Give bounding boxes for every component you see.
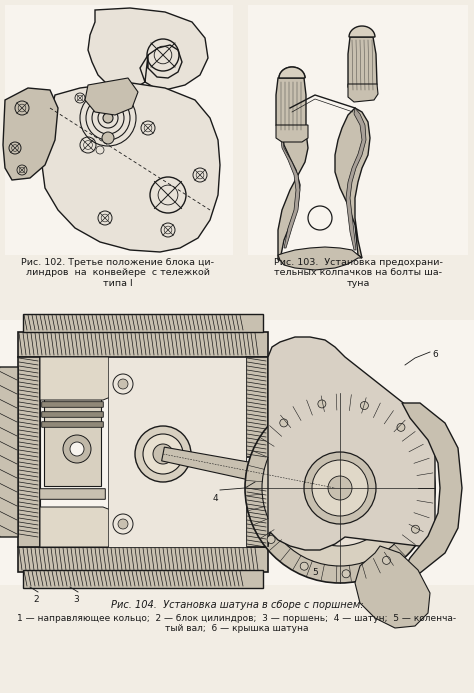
FancyBboxPatch shape [42,402,103,407]
Text: 3: 3 [73,595,79,604]
FancyBboxPatch shape [18,357,40,547]
Polygon shape [268,337,435,550]
Polygon shape [278,247,362,270]
FancyBboxPatch shape [42,412,103,417]
Circle shape [70,442,84,456]
FancyBboxPatch shape [246,357,268,457]
Circle shape [383,556,391,564]
Circle shape [304,452,376,524]
Polygon shape [276,78,306,134]
Circle shape [267,536,275,543]
Text: 2: 2 [33,595,39,604]
Polygon shape [276,125,308,142]
Circle shape [312,460,368,516]
Circle shape [262,410,418,566]
Circle shape [245,393,435,583]
Text: Рис. 102. Третье положение блока ци-
линдров  на  конвейере  с тележкой
типа I: Рис. 102. Третье положение блока ци- лин… [21,258,215,288]
Polygon shape [348,37,377,96]
Circle shape [308,206,332,230]
FancyBboxPatch shape [40,357,246,547]
Circle shape [118,379,128,389]
Circle shape [102,132,114,144]
Polygon shape [88,8,208,90]
Circle shape [300,562,308,570]
Circle shape [135,426,191,482]
Polygon shape [42,82,220,252]
Circle shape [282,430,398,546]
FancyBboxPatch shape [5,5,233,255]
FancyBboxPatch shape [42,422,103,428]
Polygon shape [402,403,462,573]
Polygon shape [355,546,430,628]
Circle shape [305,453,375,523]
Circle shape [118,519,128,529]
Circle shape [153,444,173,464]
FancyBboxPatch shape [23,570,263,588]
FancyBboxPatch shape [18,547,268,572]
Polygon shape [280,108,300,248]
Polygon shape [349,26,375,37]
Polygon shape [346,108,366,250]
FancyBboxPatch shape [246,487,268,547]
FancyBboxPatch shape [0,320,474,585]
FancyBboxPatch shape [108,357,246,547]
Polygon shape [85,78,138,115]
Polygon shape [0,367,18,537]
Text: Рис. 103.  Установка предохрани-
тельных колпачков на болты ша-
туна: Рис. 103. Установка предохрани- тельных … [273,258,442,288]
FancyBboxPatch shape [40,384,105,394]
Circle shape [328,476,352,500]
Text: 4: 4 [212,494,218,503]
Circle shape [397,423,405,431]
Polygon shape [279,67,305,78]
Circle shape [342,570,350,578]
Polygon shape [40,357,123,400]
FancyBboxPatch shape [248,5,468,255]
FancyBboxPatch shape [44,396,101,486]
Text: Рис. 104.  Установка шатуна в сборе с поршнем:: Рис. 104. Установка шатуна в сборе с пор… [110,600,364,610]
Circle shape [322,470,358,506]
Circle shape [318,400,326,408]
Circle shape [63,435,91,463]
Text: 5: 5 [312,568,318,577]
Text: 1 — направляющее кольцо;  2 — блок цилиндров;  3 — поршень;  4 — шатун;  5 — кол: 1 — направляющее кольцо; 2 — блок цилинд… [18,614,456,633]
Circle shape [360,401,368,410]
FancyBboxPatch shape [40,489,105,499]
FancyBboxPatch shape [23,314,263,332]
Polygon shape [348,84,378,102]
Circle shape [280,419,288,427]
Circle shape [103,113,113,123]
Circle shape [143,434,183,474]
Polygon shape [335,108,370,258]
Polygon shape [40,507,123,547]
Text: 6: 6 [432,350,438,359]
Circle shape [411,525,419,533]
FancyBboxPatch shape [18,332,268,357]
Polygon shape [278,108,308,260]
Polygon shape [162,447,337,498]
Polygon shape [3,88,58,180]
